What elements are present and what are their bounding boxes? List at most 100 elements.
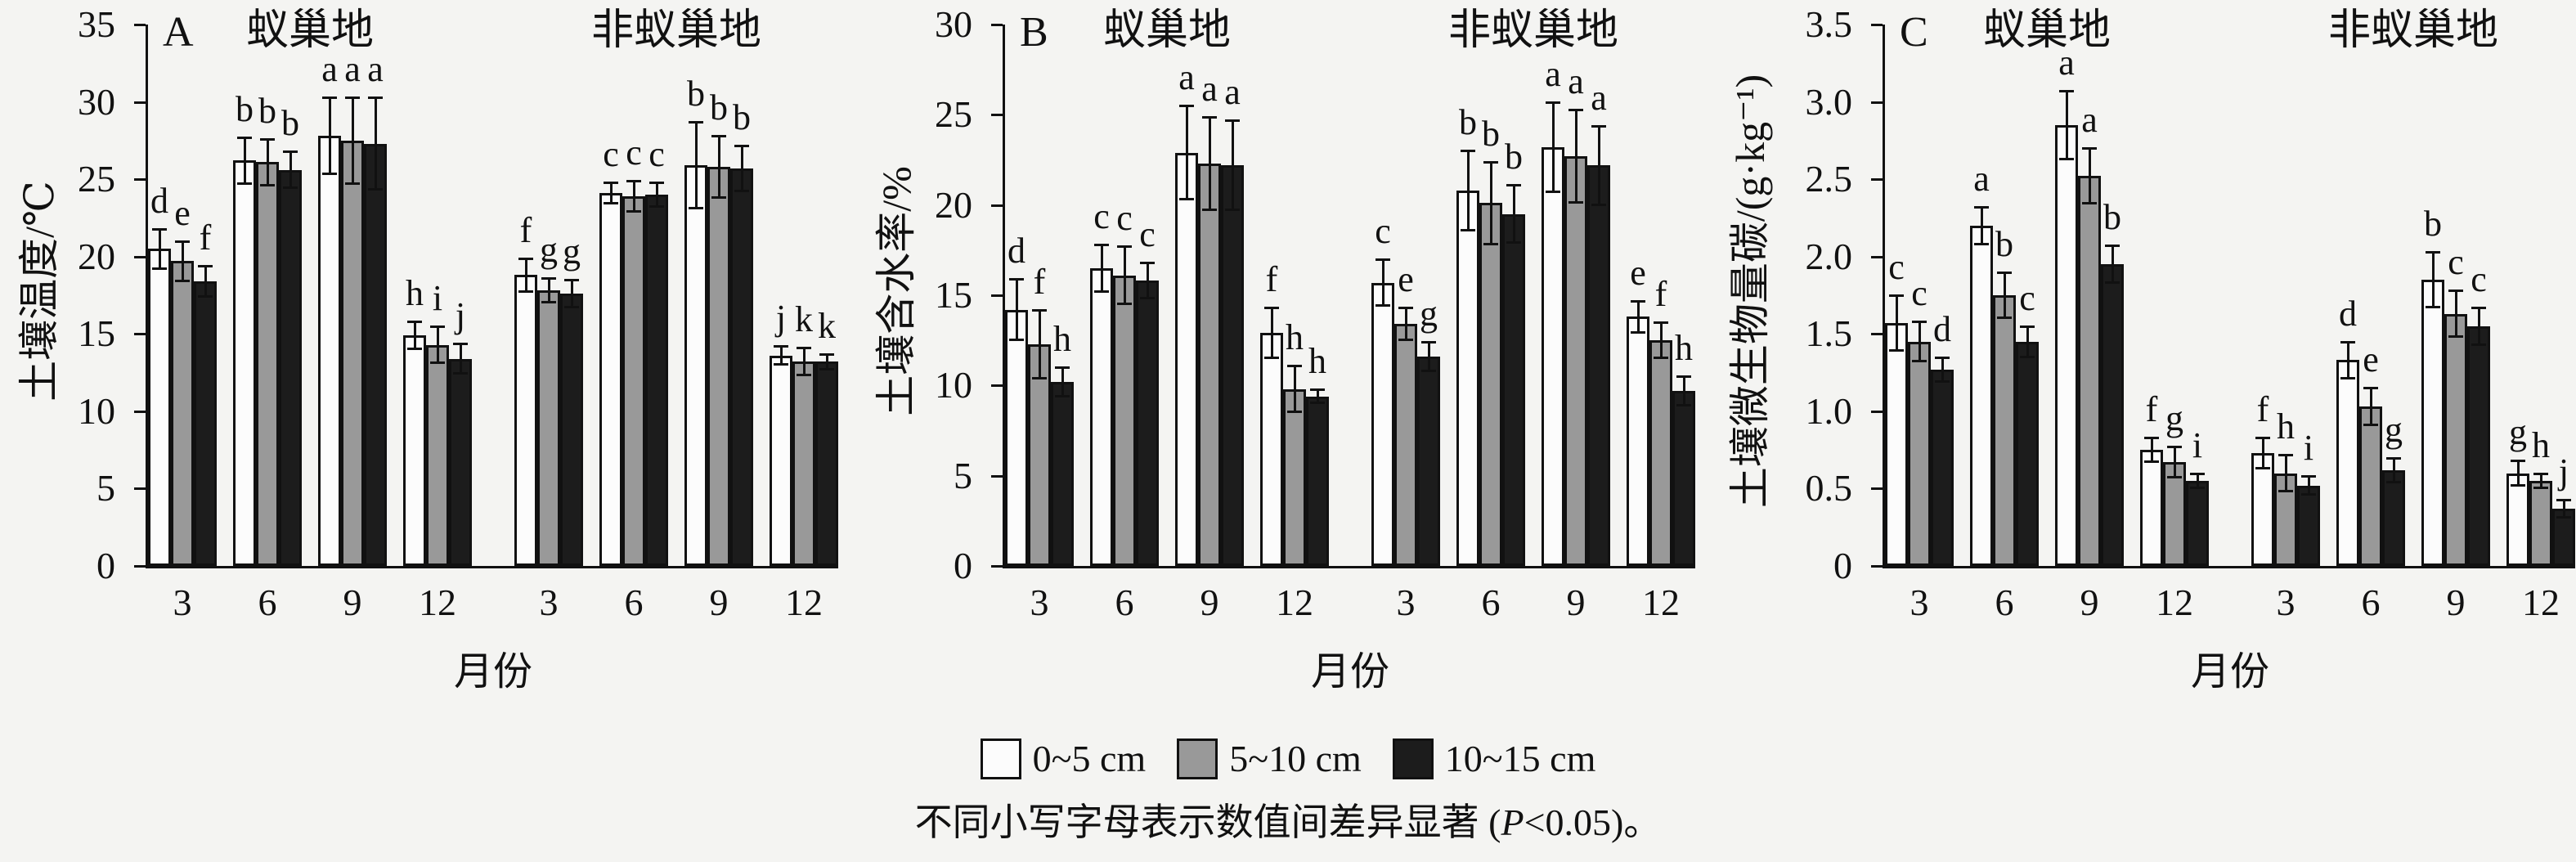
panel-a-error-bar <box>547 278 550 303</box>
panel-a-bar-非蚁巢地-3-0 <box>514 275 537 566</box>
panel-b-error-bar <box>1682 376 1685 406</box>
legend: 0~5 cm 5~10 cm 10~15 cm <box>0 739 2576 779</box>
panel-b-bar-非蚁巢地-6-0 <box>1456 191 1479 566</box>
panel-c-sig-letter: a <box>2081 100 2098 141</box>
panel-c-bar-蚁巢地-6-2 <box>2016 341 2039 566</box>
panel-c-sig-letter: c <box>2448 242 2464 283</box>
panel-c-bar-非蚁巢地-12-0 <box>2506 473 2529 566</box>
panel-c-error-bar <box>2065 91 2068 159</box>
panel-b-bar-蚁巢地-6-1 <box>1113 275 1136 566</box>
panel-a-bar-非蚁巢地-12-1 <box>792 361 815 566</box>
panel-c-error-bar <box>2026 325 2029 357</box>
legend-swatch-0-5cm-icon <box>980 739 1021 779</box>
panel-c-y-tick <box>1871 333 1883 336</box>
panel-a-error-bar <box>351 97 354 184</box>
panel-a-y-tick-label: 35 <box>78 3 115 45</box>
panel-a-sig-letter: b <box>258 90 276 131</box>
panel-b-sig-letter: a <box>1545 53 1561 94</box>
panel-b-error-bar <box>1185 106 1188 200</box>
panel-c-error-cap-bottom <box>2301 492 2316 496</box>
panel-b-bar-蚁巢地-3-1 <box>1028 343 1051 566</box>
panel-b-bar-蚁巢地-3-0 <box>1005 309 1028 566</box>
panel-b-error-bar <box>1015 279 1018 341</box>
panel-b-bar-非蚁巢地-9-1 <box>1564 156 1587 566</box>
panel-a-error-cap-top <box>774 345 788 348</box>
panel-c-bar-蚁巢地-12-1 <box>2163 462 2186 566</box>
panel-c-error-cap-bottom <box>2059 157 2074 160</box>
panel-a-sig-letter: f <box>519 209 532 250</box>
panel-a-sig-letter: e <box>174 192 191 233</box>
panel-c-error-bar <box>2111 245 2114 283</box>
panel-a-error-bar <box>609 182 613 204</box>
panel-a-error-bar <box>374 97 377 191</box>
panel-c-y-tick-label: 0 <box>1833 545 1852 586</box>
panel-c-bar-蚁巢地-3-1 <box>1908 341 1931 566</box>
panel-a-y-tick <box>134 333 146 336</box>
panel-a-error-cap-top <box>689 121 703 124</box>
panel-c-bar-非蚁巢地-12-1 <box>2529 480 2552 566</box>
panel-a-sig-letter: b <box>687 74 705 114</box>
panel-c-sig-letter: d <box>2339 293 2357 334</box>
panel-b-error-cap-top <box>1287 365 1302 368</box>
panel-a-bar-非蚁巢地-6-2 <box>645 195 668 566</box>
panel-c-error-cap-top <box>2190 472 2205 475</box>
panel-c-error-cap-top <box>2448 290 2463 293</box>
panel-b-error-bar <box>1100 245 1103 292</box>
panel-c-sig-letter: a <box>1973 159 1990 200</box>
panel-c-bar-蚁巢地-12-2 <box>2186 480 2209 566</box>
panel-a-bar-蚁巢地-3-0 <box>148 249 171 566</box>
panel-a-x-tick-label-3: 3 <box>173 581 192 623</box>
panel-b-error-cap-bottom <box>1376 304 1390 308</box>
panel-c-error-bar <box>2392 457 2395 483</box>
panel-a-sig-letter: j <box>775 298 787 339</box>
panel-b-y-axis-title: 土壤含水率/% <box>873 166 919 416</box>
panel-b-sig-letter: e <box>1398 259 1414 300</box>
panel-c-error-bar <box>2539 473 2542 489</box>
panel-a-error-cap-bottom <box>237 182 252 185</box>
panel-b-error-cap-top <box>1676 375 1691 379</box>
panel-a-error-cap-bottom <box>797 374 811 377</box>
panel-b-error-bar <box>1231 119 1234 211</box>
panel-c-sig-letter: b <box>1995 223 2013 264</box>
panel-b-y-tick-label: 20 <box>935 183 972 226</box>
panel-b-error-cap-top <box>1568 108 1583 111</box>
panel-a-sig-letter: c <box>626 132 642 173</box>
panel-b-error-bar <box>1574 109 1577 204</box>
panel-a-sig-letter: k <box>818 305 836 346</box>
panel-a-error-cap-top <box>407 321 422 324</box>
panel-a-error-cap-bottom <box>430 361 445 365</box>
panel-b-error-bar <box>1466 150 1470 231</box>
panel-a-error-bar <box>204 266 207 297</box>
panel-b-y-axis <box>1003 25 1005 568</box>
panel-c-y-tick-label: 3.0 <box>1805 80 1853 123</box>
panel-c-x-tick-label-6: 6 <box>2361 581 2381 623</box>
panel-b-error-cap-top <box>1179 105 1194 108</box>
panel-b-sig-letter: f <box>1265 259 1278 300</box>
panel-b-sig-letter: h <box>1675 328 1693 369</box>
panel-c-error-cap-top <box>2471 307 2486 310</box>
panel-a-sig-letter: h <box>406 273 424 314</box>
panel-a-error-cap-top <box>734 144 749 147</box>
panel-b-error-cap-bottom <box>1055 394 1070 397</box>
panel-c-y-tick <box>1871 255 1883 258</box>
panel-a-bar-蚁巢地-6-0 <box>233 160 256 566</box>
panel-b-error-cap-top <box>1546 101 1560 104</box>
panel-b-error-cap-bottom <box>1310 402 1325 405</box>
panel-c-error-bar <box>1941 357 1944 382</box>
panel-b-x-axis <box>1003 566 1695 568</box>
panel-c-sig-letter: d <box>1933 308 1951 349</box>
legend-label-5-10cm: 5~10 cm <box>1229 738 1362 779</box>
panel-a-error-cap-top <box>711 135 726 138</box>
panel-a-error-bar <box>802 348 806 376</box>
panel-c-y-axis <box>1883 25 1885 568</box>
panel-b-sig-letter: f <box>1654 274 1667 315</box>
panel-a-x-tick-label-12: 12 <box>419 581 456 623</box>
panel-a-error-bar <box>717 136 720 198</box>
panel-a-y-tick-label: 10 <box>78 389 115 432</box>
panel-a-error-cap-bottom <box>283 186 298 190</box>
panel-a-bar-非蚁巢地-12-2 <box>815 361 838 566</box>
panel-c-sig-letter: i <box>2303 428 2314 469</box>
panel-b-bar-非蚁巢地-3-0 <box>1371 282 1394 566</box>
panel-b-error-cap-bottom <box>1546 191 1560 194</box>
panel-c-bar-蚁巢地-12-0 <box>2140 450 2163 566</box>
